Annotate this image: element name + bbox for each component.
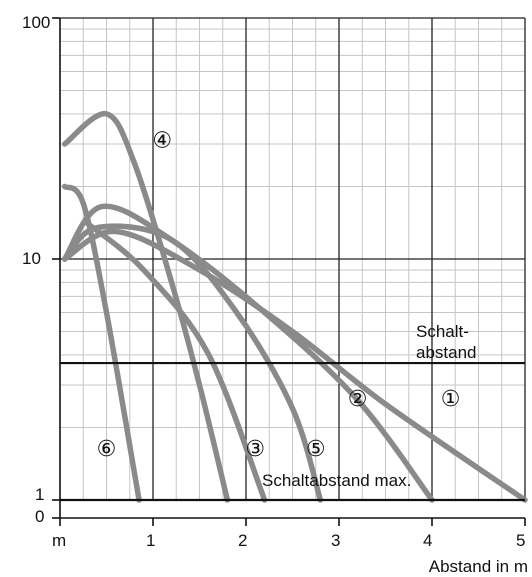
y-tick-label-100: 100 [22, 13, 50, 32]
x-tick-label-1: 1 [146, 531, 155, 550]
series-curve-3 [85, 221, 268, 503]
y-tick-label-1: 1 [35, 485, 44, 504]
series-curve-4 [61, 111, 231, 503]
series-label-5: ⑤ [306, 437, 326, 462]
y-tick-label-0: 0 [35, 507, 44, 526]
series-curve-6 [61, 183, 142, 503]
series-label-1: ① [441, 387, 461, 412]
x-tick-label-4: 4 [423, 531, 432, 550]
schaltabstand-label: Schalt-abstand [416, 322, 477, 362]
series-label-6: ⑥ [97, 437, 117, 462]
series-label-3: ③ [245, 437, 265, 462]
schaltabstand-max-label: Schaltabstand max. [262, 471, 411, 490]
x-tick-label-2: 2 [238, 531, 247, 550]
x-tick-label-5: 5 [516, 531, 525, 550]
curves [61, 111, 528, 503]
series-curve-5 [61, 223, 324, 503]
axes [52, 17, 526, 526]
series-label-2: ② [348, 387, 368, 412]
reference-lines [60, 361, 525, 502]
y-tick-label-10: 10 [22, 249, 41, 268]
x-tick-label-3: 3 [331, 531, 340, 550]
x-axis-label: Abstand in m [429, 557, 528, 576]
series-curve-2 [61, 203, 435, 503]
series-labels: ① ② ③ ④ ⑤ ⑥ [97, 129, 461, 463]
series-label-4: ④ [152, 129, 172, 154]
major-grid [60, 17, 526, 500]
x-tick-label-m: m [52, 531, 66, 550]
